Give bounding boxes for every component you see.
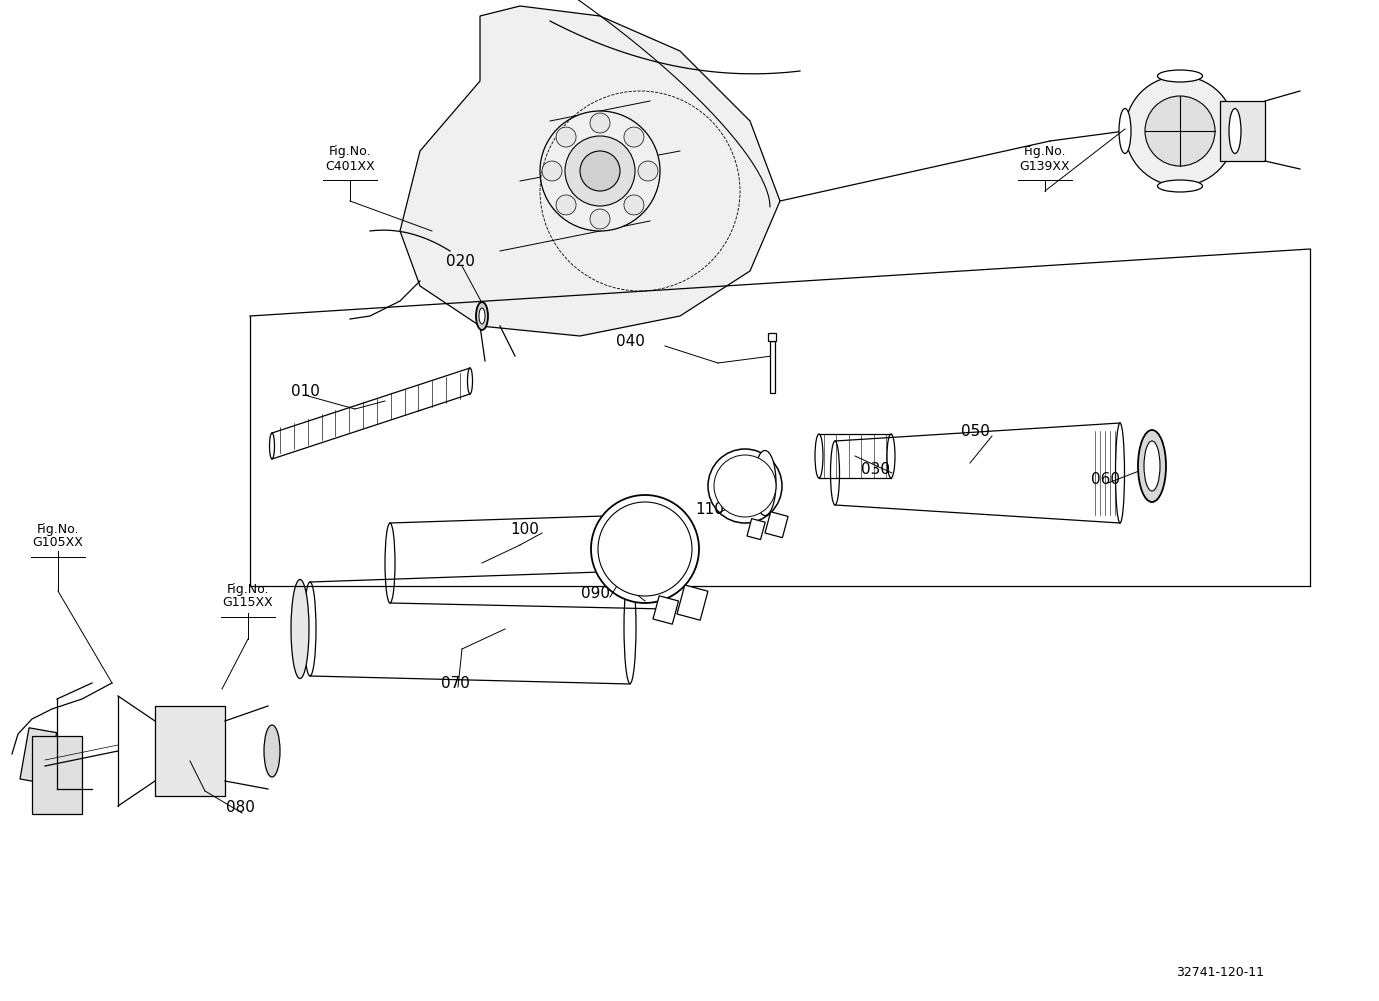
Ellipse shape [598,502,692,596]
Ellipse shape [476,302,488,330]
Ellipse shape [1229,108,1241,153]
Bar [32,736,81,814]
Ellipse shape [661,514,670,609]
Ellipse shape [815,434,823,478]
Text: 020: 020 [445,253,474,268]
Circle shape [1125,76,1236,186]
Text: G115XX: G115XX [222,597,273,610]
Ellipse shape [1138,430,1167,502]
Bar [154,706,225,796]
Ellipse shape [1157,180,1202,192]
Bar [765,512,787,538]
Ellipse shape [887,434,895,478]
Circle shape [623,195,644,215]
Ellipse shape [736,463,745,511]
Bar [768,333,776,341]
Text: 32741-120-11: 32741-120-11 [1176,966,1265,979]
Ellipse shape [467,368,473,394]
Circle shape [623,127,644,147]
Text: G139XX: G139XX [1019,159,1070,172]
Circle shape [581,151,621,191]
Ellipse shape [707,449,782,523]
Text: 070: 070 [440,676,469,691]
Ellipse shape [830,441,840,505]
Circle shape [1145,96,1215,166]
Ellipse shape [754,450,776,516]
Circle shape [542,161,563,181]
Circle shape [590,209,610,229]
Bar [1220,101,1265,161]
Bar [747,519,765,540]
Circle shape [556,127,576,147]
Text: 110: 110 [695,502,724,517]
Text: 010: 010 [291,383,320,398]
Ellipse shape [291,580,309,679]
Text: Fig.No.: Fig.No. [1023,145,1066,158]
Ellipse shape [714,455,776,517]
Text: 080: 080 [226,801,255,816]
Ellipse shape [263,725,280,777]
Text: 040: 040 [615,333,644,348]
Text: Fig.No.: Fig.No. [37,523,79,536]
Bar [654,596,678,625]
Text: Fig.No.: Fig.No. [328,145,371,158]
Text: 030: 030 [860,461,889,476]
Ellipse shape [479,308,485,324]
Ellipse shape [303,582,316,676]
Ellipse shape [565,136,634,206]
Ellipse shape [1145,441,1160,491]
Ellipse shape [592,495,699,603]
Text: C401XX: C401XX [325,159,375,172]
Text: G105XX: G105XX [33,537,84,550]
Circle shape [556,195,576,215]
Ellipse shape [385,523,394,603]
Circle shape [638,161,658,181]
Bar [769,341,775,393]
Ellipse shape [1118,108,1131,153]
Text: Fig.No.: Fig.No. [226,583,269,596]
Text: 100: 100 [510,522,539,537]
Bar [21,728,57,784]
Ellipse shape [625,571,636,684]
Text: 060: 060 [1091,471,1120,486]
Text: 050: 050 [961,423,990,438]
Bar [677,585,707,621]
Ellipse shape [269,433,274,459]
Ellipse shape [541,111,661,231]
Text: 090: 090 [581,586,610,601]
Ellipse shape [1116,423,1124,523]
Polygon shape [400,6,781,336]
Circle shape [590,113,610,133]
Ellipse shape [1157,70,1202,82]
